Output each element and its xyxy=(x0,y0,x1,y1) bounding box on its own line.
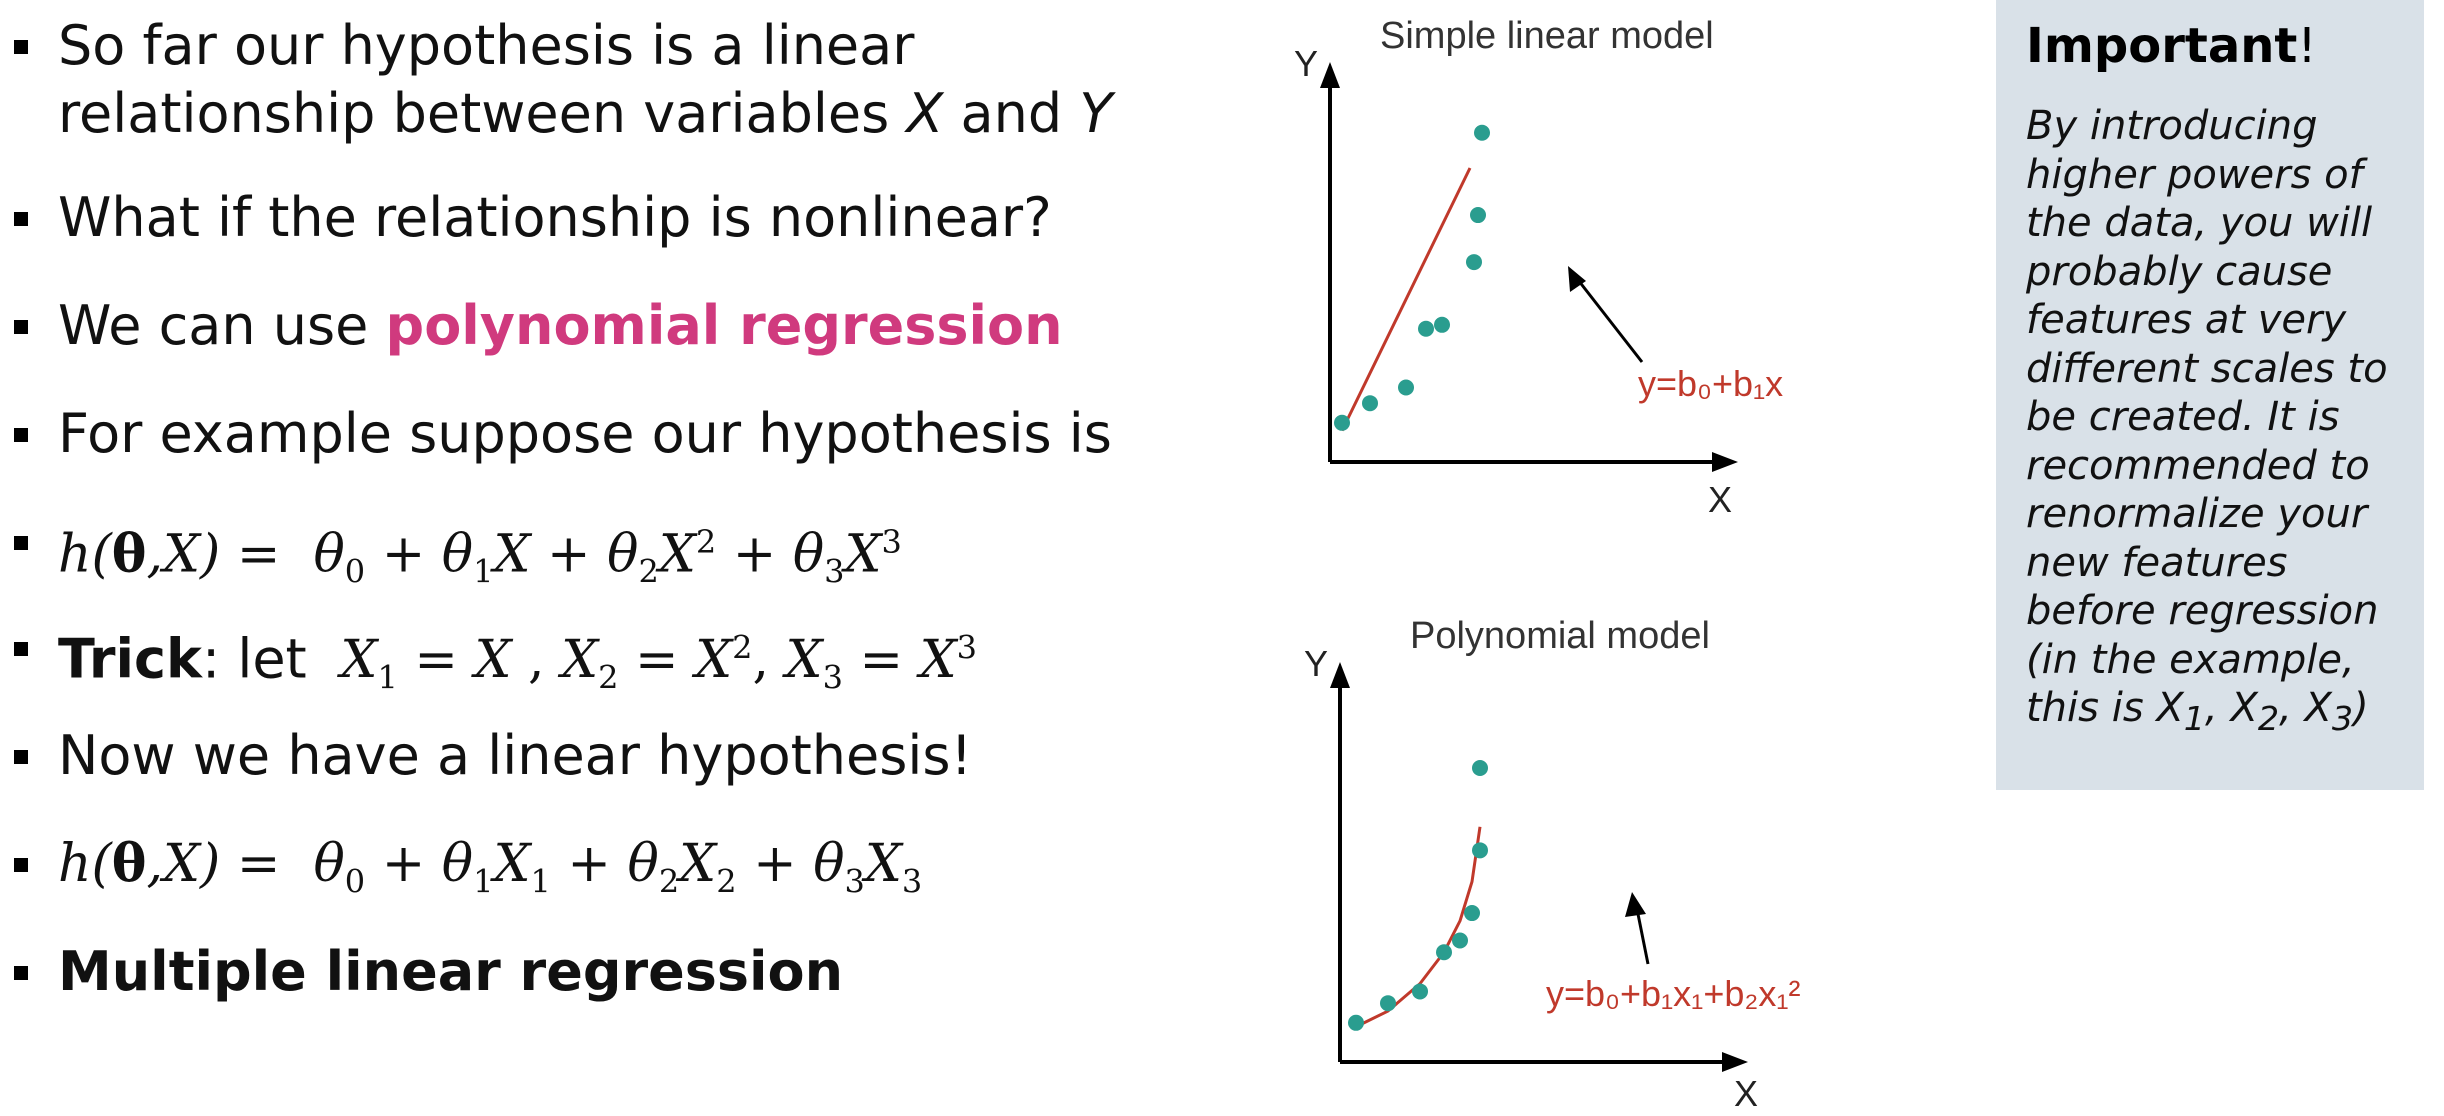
data-point xyxy=(1470,207,1486,224)
bullet-text: For example suppose our hypothesis is xyxy=(58,402,1112,465)
data-point xyxy=(1412,983,1428,1000)
x-axis-arrow xyxy=(1722,1052,1748,1072)
polynomial-model-chart: Polynomial model Y X y=b₀+b₁x₁+b₂x₁² xyxy=(1304,615,1800,1114)
bullet-marker xyxy=(14,858,28,872)
equation-label: y=b₀+b₁x₁+b₂x₁² xyxy=(1546,973,1800,1014)
bullet-text: Multiple linear regression xyxy=(58,940,844,1003)
chart-title: Polynomial model xyxy=(1410,615,1710,657)
bullet-marker xyxy=(14,428,28,442)
data-point xyxy=(1398,379,1414,396)
bullet-text: So far our hypothesis is a linear xyxy=(58,14,915,77)
equation-label: y=b₀+b₁x xyxy=(1638,363,1783,404)
x-axis-arrow xyxy=(1712,452,1738,472)
bullet-linear-hypothesis: Now we have a linear hypothesis! xyxy=(0,722,972,790)
bullet-text: and xyxy=(943,82,1080,145)
bullet-marker xyxy=(14,40,28,54)
x-axis-label: X xyxy=(1708,479,1732,520)
polynomial-regression-highlight: polynomial regression xyxy=(385,294,1063,357)
simple-linear-model-chart: Simple linear model Y X y=b₀+b₁x xyxy=(1294,15,1783,520)
bullet-text: We can use xyxy=(58,294,386,357)
y-axis-arrow xyxy=(1330,662,1350,688)
note-title: Important xyxy=(2026,18,2298,74)
data-point xyxy=(1434,316,1450,333)
bullet-formula-multiple: h(θ,X) = θ0 + θ1X1 + θ2X2 + θ3X3 xyxy=(0,830,922,915)
bullet-hypothesis-linear: So far our hypothesis is a linear relati… xyxy=(0,12,1112,148)
y-axis-label: Y xyxy=(1294,43,1318,84)
formula-substitution: X1 = X , X2 = X2, X3 = X3 xyxy=(323,629,977,697)
data-point xyxy=(1472,842,1488,859)
data-point xyxy=(1348,1014,1364,1031)
annotation-arrowhead xyxy=(1625,892,1646,917)
bullet-marker xyxy=(14,212,28,226)
important-note-box: Important! By introducing higher powers … xyxy=(1996,0,2424,790)
bullet-text: Now we have a linear hypothesis! xyxy=(58,724,973,787)
var-x: X xyxy=(906,82,944,145)
data-point xyxy=(1380,995,1396,1012)
bullet-nonlinear: What if the relationship is nonlinear? xyxy=(0,184,1052,252)
x-axis-label: X xyxy=(1734,1073,1758,1114)
data-point xyxy=(1362,395,1378,412)
bullet-text: : let xyxy=(201,627,307,691)
bullet-marker xyxy=(14,320,28,334)
note-title-bang: ! xyxy=(2297,18,2317,74)
bullet-formula-polynomial: h(θ,X) = θ0 + θ1X + θ2X2 + θ3X3 xyxy=(0,508,902,606)
bullet-marker xyxy=(14,750,28,764)
note-body: By introducing higher powers of the data… xyxy=(2026,103,2388,738)
bullet-text: What if the relationship is nonlinear? xyxy=(58,186,1052,249)
data-points-group xyxy=(1348,760,1488,1031)
data-point xyxy=(1472,760,1488,776)
fit-line-group xyxy=(1340,167,1472,432)
chart-title: Simple linear model xyxy=(1380,15,1714,57)
data-point xyxy=(1466,254,1482,271)
data-points-group xyxy=(1334,124,1490,431)
bullet-trick: Trick: let X1 = X , X2 = X2, X3 = X3 xyxy=(0,614,977,712)
data-point xyxy=(1452,932,1468,949)
data-point xyxy=(1464,905,1480,922)
y-axis-arrow xyxy=(1320,62,1340,88)
fit-line xyxy=(1340,167,1472,432)
bullet-example: For example suppose our hypothesis is xyxy=(0,400,1112,468)
bullet-marker xyxy=(14,966,28,980)
annotation-arrow xyxy=(1573,275,1644,363)
bullet-text: relationship between variables xyxy=(58,82,907,145)
data-point xyxy=(1436,944,1452,961)
trick-label: Trick xyxy=(58,627,202,691)
bullet-marker xyxy=(14,536,28,550)
formula-polynomial: h(θ,X) = θ0 + θ1X + θ2X2 + θ3X3 xyxy=(58,523,902,591)
formula-multiple: h(θ,X) = θ0 + θ1X1 + θ2X2 + θ3X3 xyxy=(58,833,923,901)
bullet-marker xyxy=(14,642,28,656)
var-y: Y xyxy=(1079,82,1113,145)
data-point xyxy=(1334,414,1350,431)
y-axis-label: Y xyxy=(1304,643,1328,684)
bullet-multiple-linear: Multiple linear regression xyxy=(0,938,843,1006)
data-point xyxy=(1418,320,1434,337)
bullet-polynomial: We can use polynomial regression xyxy=(0,292,1063,360)
data-point xyxy=(1474,124,1490,141)
annotation-arrowhead xyxy=(1568,266,1586,292)
